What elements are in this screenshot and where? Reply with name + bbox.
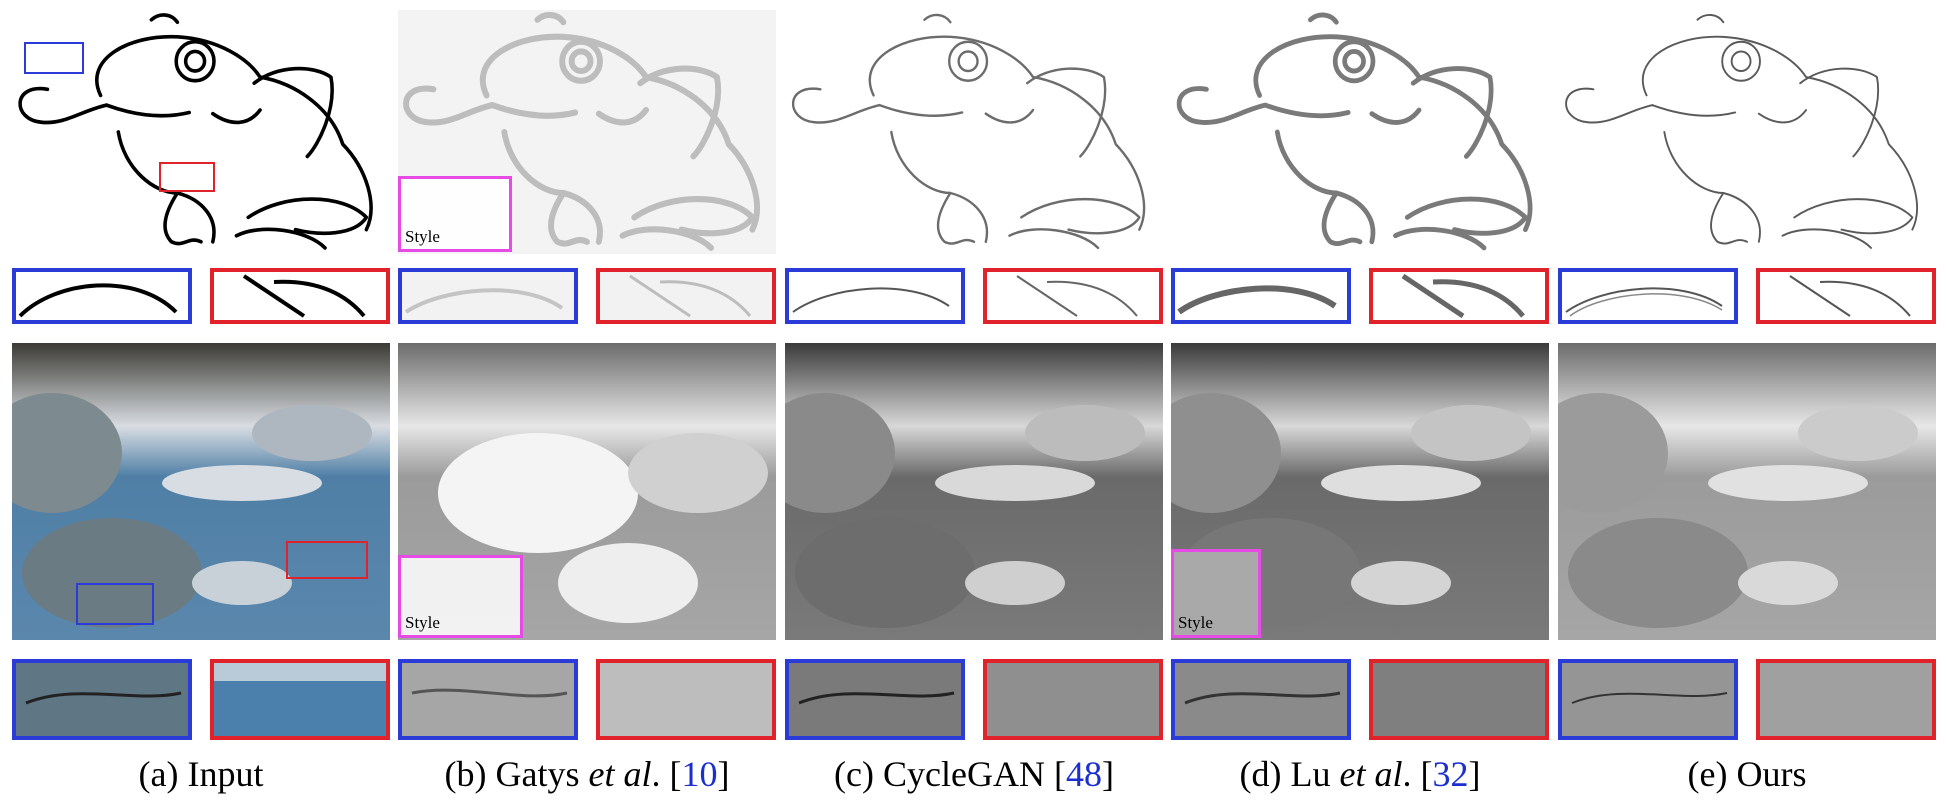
column-input: (a) Input bbox=[12, 0, 392, 802]
citation-link[interactable]: 32 bbox=[1432, 754, 1469, 794]
citation-link[interactable]: 10 bbox=[681, 754, 718, 794]
style-thumbnail: Style bbox=[398, 555, 523, 638]
blue-crop-frog bbox=[1558, 268, 1738, 324]
red-crop-frog bbox=[983, 268, 1163, 324]
red-crop-river bbox=[596, 659, 776, 740]
column-cyclegan: (c) CycleGAN [48] bbox=[785, 0, 1165, 802]
blue-crop-frog bbox=[12, 268, 192, 324]
caption-gatys: (b) Gatys et al. [10] bbox=[444, 754, 730, 794]
caption-ours: (e) Ours bbox=[1687, 754, 1807, 794]
blue-crop-frog bbox=[398, 268, 578, 324]
red-crop-river bbox=[983, 659, 1163, 740]
caption-lu: (d) Lu et al. [32] bbox=[1239, 754, 1481, 794]
red-crop-frog bbox=[210, 268, 390, 324]
river-gatys-image: Style bbox=[398, 343, 776, 640]
frog-lu-image bbox=[1171, 10, 1549, 254]
frog-input-image bbox=[12, 10, 390, 254]
style-thumbnail: Style bbox=[398, 176, 512, 252]
red-crop-river bbox=[1369, 659, 1549, 740]
blue-crop-river bbox=[12, 659, 192, 740]
style-thumbnail: Style bbox=[1171, 549, 1261, 638]
column-lu: Style (d) Lu et al. [32] bbox=[1171, 0, 1551, 802]
red-selection-box bbox=[286, 541, 368, 579]
blue-crop-frog bbox=[1171, 268, 1351, 324]
red-crop-river bbox=[210, 659, 390, 740]
blue-crop-river bbox=[1171, 659, 1351, 740]
blue-selection-box bbox=[76, 583, 154, 625]
river-cyclegan-image bbox=[785, 343, 1163, 640]
frog-cyclegan-image bbox=[785, 10, 1163, 254]
blue-crop-frog bbox=[785, 268, 965, 324]
frog-gatys-image: Style bbox=[398, 10, 776, 254]
frog-ours-image bbox=[1558, 10, 1936, 254]
caption-input: (a) Input bbox=[138, 754, 264, 794]
river-input-image bbox=[12, 343, 390, 640]
citation-link[interactable]: 48 bbox=[1065, 754, 1102, 794]
red-crop-frog bbox=[596, 268, 776, 324]
column-ours: (e) Ours bbox=[1558, 0, 1938, 802]
river-ours-image bbox=[1558, 343, 1936, 640]
red-crop-river bbox=[1756, 659, 1936, 740]
caption-cyclegan: (c) CycleGAN [48] bbox=[834, 754, 1114, 794]
blue-crop-river bbox=[398, 659, 578, 740]
column-gatys: Style Style (b) Gatys et al. [10] bbox=[398, 0, 778, 802]
red-crop-frog bbox=[1369, 268, 1549, 324]
blue-crop-river bbox=[785, 659, 965, 740]
blue-selection-box bbox=[24, 42, 84, 74]
river-lu-image: Style bbox=[1171, 343, 1549, 640]
red-selection-box bbox=[159, 162, 215, 192]
red-crop-frog bbox=[1756, 268, 1936, 324]
blue-crop-river bbox=[1558, 659, 1738, 740]
